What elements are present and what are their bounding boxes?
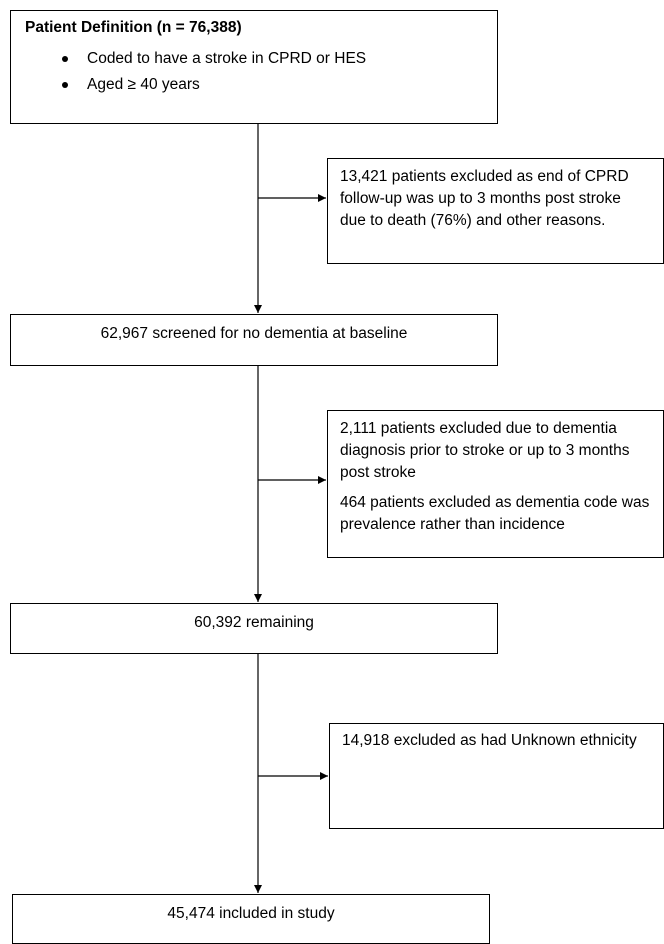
exclusion-box-follow-up: 13,421 patients excluded as end of CPRD … — [327, 158, 664, 264]
patient-definition-title: Patient Definition (n = 76,388) — [25, 19, 242, 36]
included-text: 45,474 included in study — [167, 905, 335, 922]
patient-definition-box: Patient Definition (n = 76,388) Coded to… — [10, 10, 498, 124]
exclusion-follow-up-text: 13,421 patients excluded as end of CPRD … — [340, 168, 629, 229]
criteria-list: Coded to have a stroke in CPRD or HES Ag… — [25, 48, 483, 96]
criteria-item-stroke: Coded to have a stroke in CPRD or HES — [25, 48, 483, 70]
criteria-item-age: Aged ≥ 40 years — [25, 74, 483, 96]
exclusion-dementia-prevalence-text: 464 patients excluded as dementia code w… — [340, 494, 650, 533]
exclusion-dementia-diagnosis-text: 2,111 patients excluded due to dementia … — [340, 420, 630, 481]
exclusion-box-ethnicity: 14,918 excluded as had Unknown ethnicity — [329, 723, 664, 829]
included-box: 45,474 included in study — [12, 894, 490, 944]
screened-text: 62,967 screened for no dementia at basel… — [100, 325, 408, 342]
remaining-text: 60,392 remaining — [194, 614, 314, 631]
screened-box: 62,967 screened for no dementia at basel… — [10, 314, 498, 366]
exclusion-box-dementia: 2,111 patients excluded due to dementia … — [327, 410, 664, 558]
remaining-box: 60,392 remaining — [10, 603, 498, 654]
exclusion-ethnicity-text: 14,918 excluded as had Unknown ethnicity — [342, 732, 637, 749]
